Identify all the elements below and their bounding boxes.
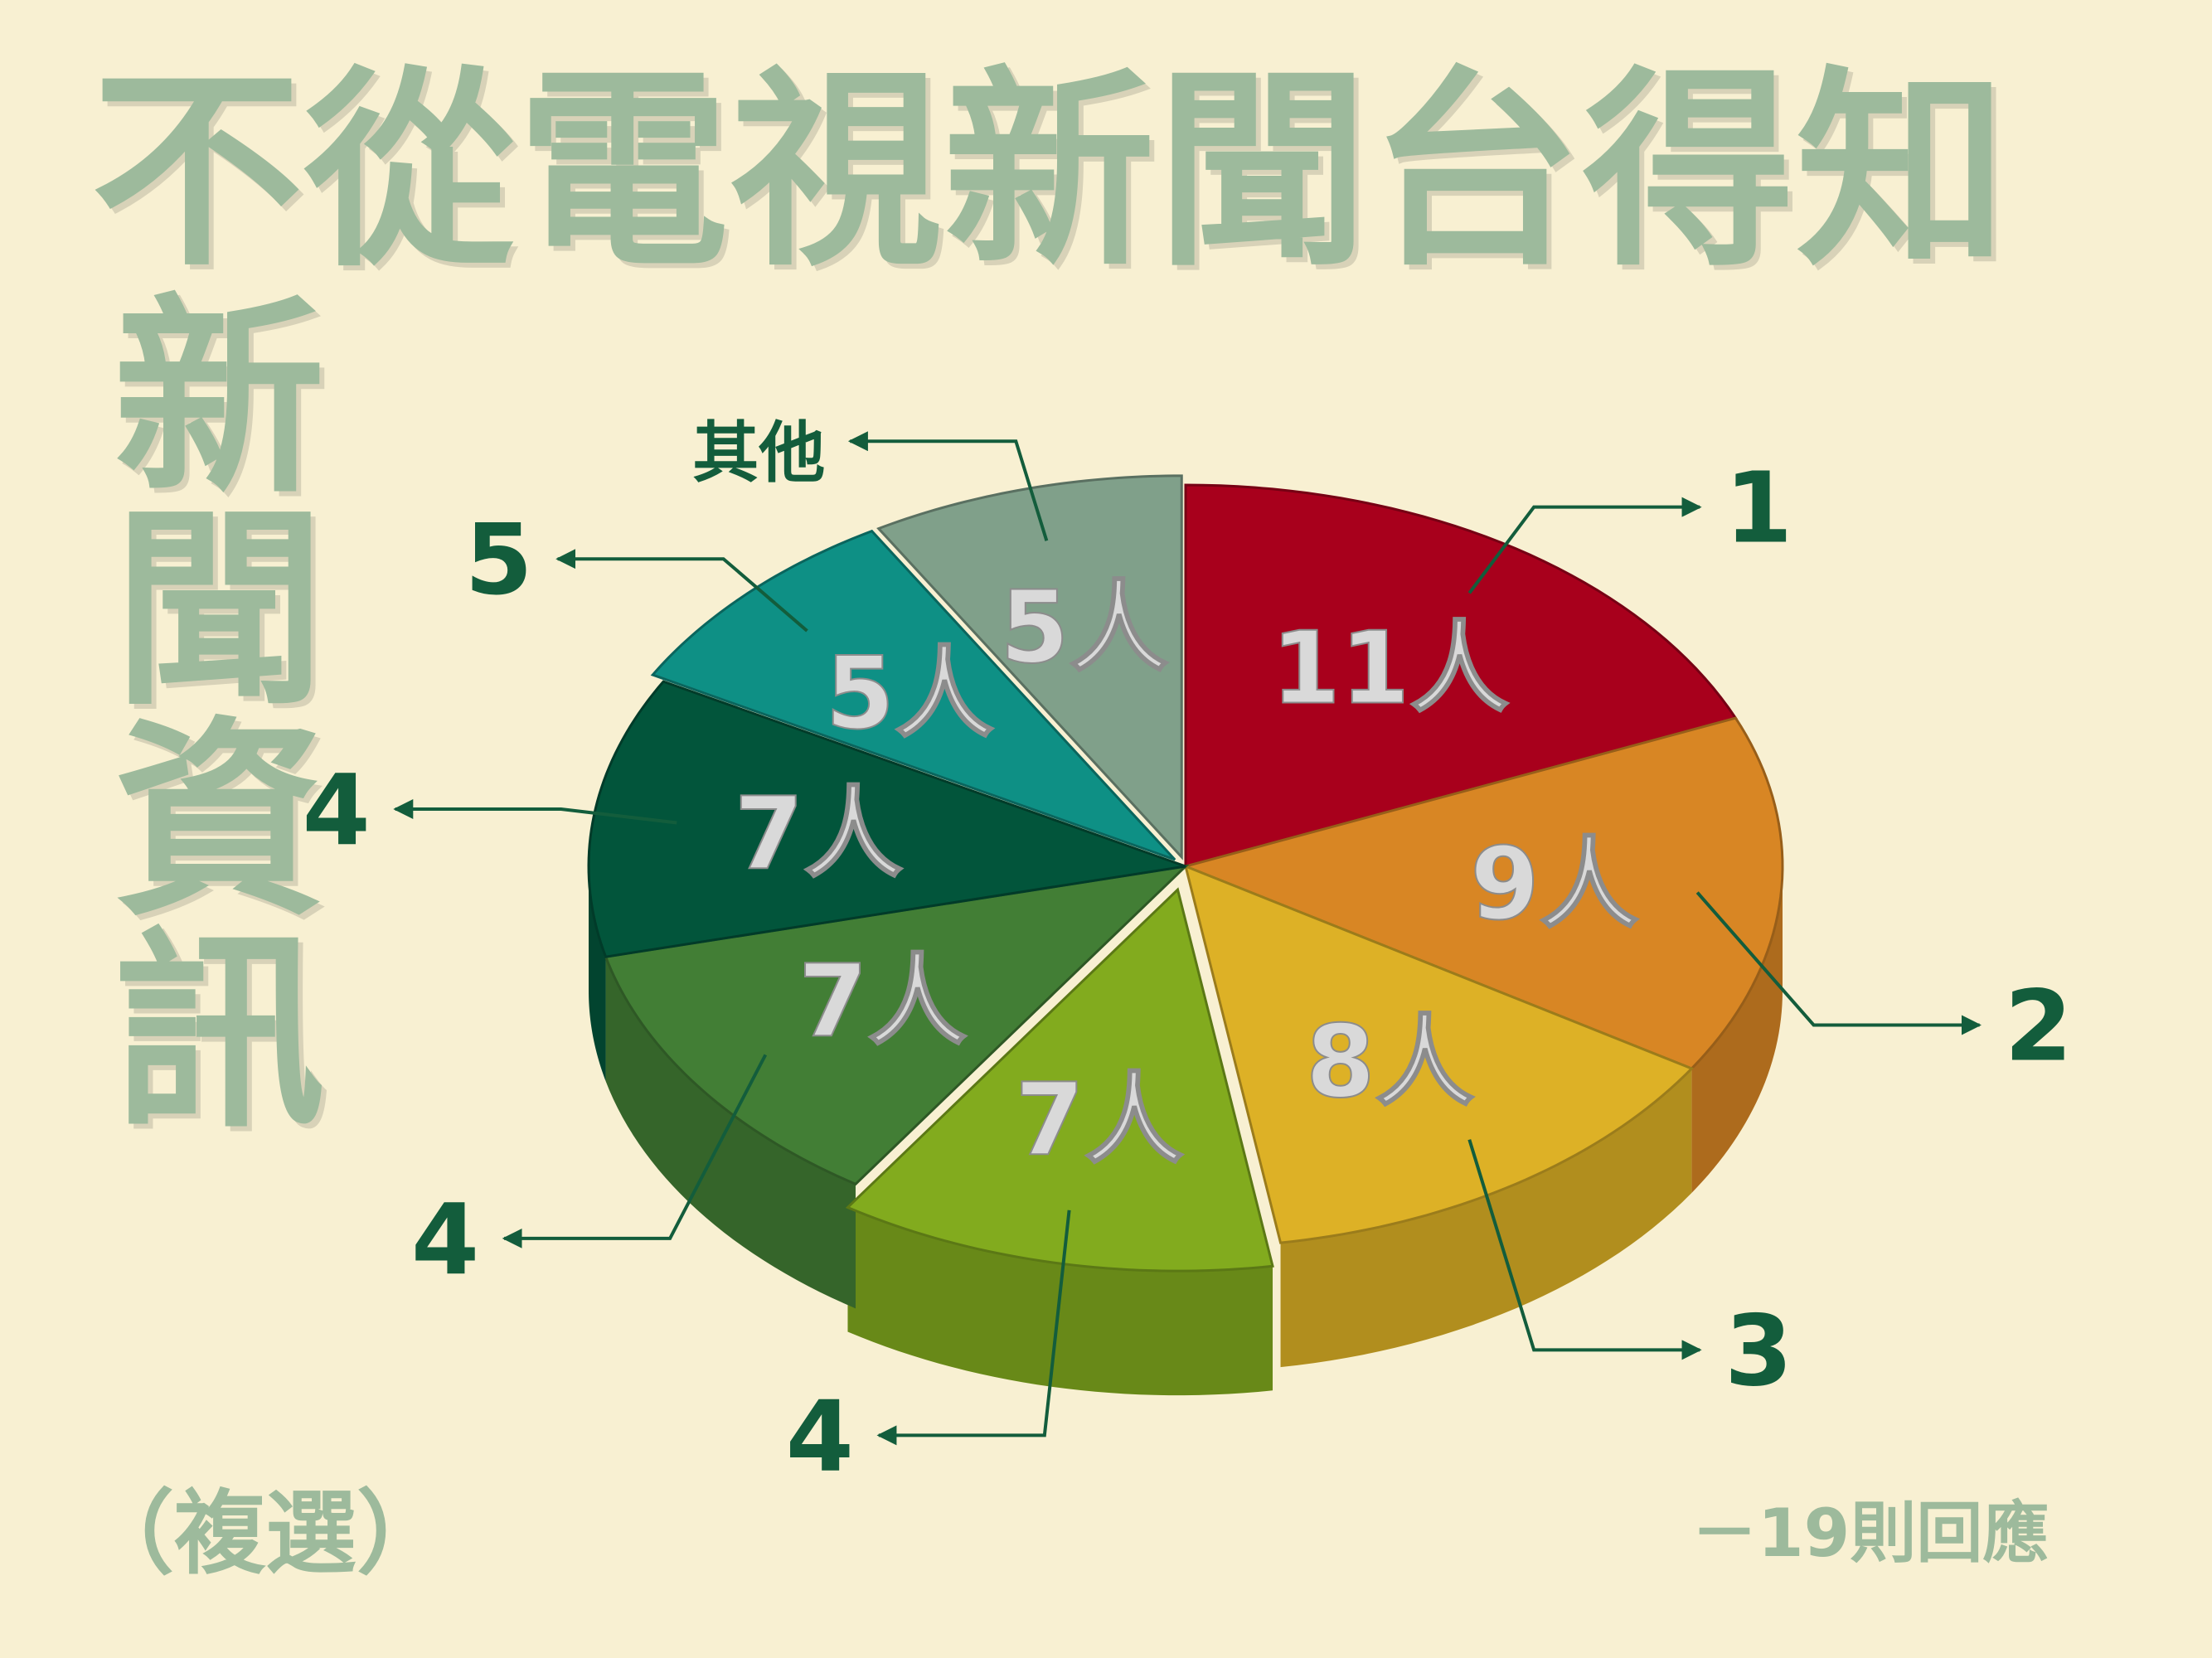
slice-side-6 — [589, 866, 606, 1082]
slice-side-2 — [1691, 866, 1783, 1193]
chart-title-line1: 不從電視新聞台得知 — [91, 49, 2010, 295]
rank-label: 2 — [2005, 968, 2073, 1083]
slice-4 — [845, 887, 1274, 1273]
slice-value-label: 7人 — [735, 777, 904, 892]
slice-2 — [1181, 716, 1784, 1070]
slice-5 — [604, 864, 1190, 1186]
response-count-note: －19則回應 — [1691, 1495, 2049, 1572]
slice-value-label: 5人 — [1000, 571, 1169, 686]
callout-line — [502, 1054, 768, 1248]
slice-value-label: 9人 — [1470, 827, 1639, 943]
rank-label: 4 — [303, 753, 371, 867]
callout-line — [1695, 891, 1982, 1035]
slice-value-label: 7人 — [798, 944, 968, 1059]
slice-value-label: 5人 — [826, 637, 995, 752]
slice-6 — [587, 680, 1186, 958]
callout-line — [1467, 1139, 1702, 1360]
rank-label: 5 — [464, 502, 532, 617]
rank-label: 其他 — [692, 414, 825, 492]
multiple-choice-note: （複選） — [83, 1481, 448, 1587]
callout-line — [1467, 497, 1702, 594]
callout-line — [393, 798, 677, 825]
callout-line — [847, 431, 1049, 541]
rank-label: 4 — [411, 1182, 479, 1297]
slice-side-3 — [1280, 1068, 1692, 1368]
slice-value-label: 7人 — [1015, 1063, 1184, 1178]
rank-label: 4 — [786, 1379, 854, 1493]
slice-7 — [650, 529, 1176, 861]
chart-title-line2: 新聞資訊 — [77, 286, 323, 1132]
slice-value-label: 8人 — [1306, 1006, 1475, 1121]
slice-3 — [1183, 864, 1695, 1244]
callout-line — [555, 549, 808, 633]
rank-label: 3 — [1724, 1293, 1792, 1408]
slice-8 — [876, 474, 1183, 861]
rank-label: 1 — [1724, 451, 1792, 565]
callout-line — [876, 1210, 1071, 1446]
slice-1 — [1184, 483, 1738, 868]
slice-side-5 — [605, 957, 856, 1309]
slice-value-label: 11人 — [1271, 611, 1509, 726]
